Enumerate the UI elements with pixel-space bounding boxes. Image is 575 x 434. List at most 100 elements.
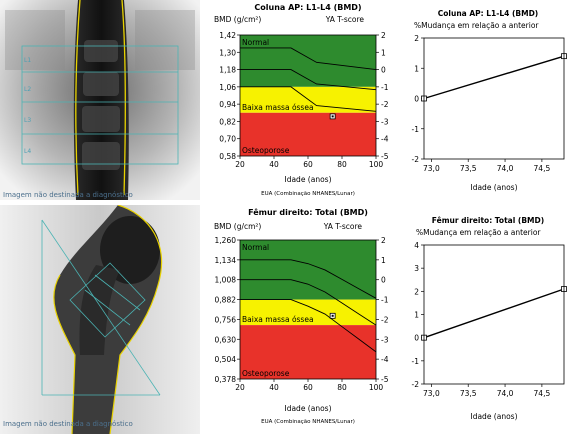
spine-reference-chart: Coluna AP: L1-L4 (BMD) BMD (g/cm²) YA T-… <box>214 3 389 197</box>
spine-scan-image: L1 L2 L3 L4 Imagem não destinada a diagn… <box>0 0 200 200</box>
y2-axis-label: YA T-score <box>325 15 365 24</box>
y-tick-label: 0 <box>414 95 419 104</box>
y2-tick-label: -3 <box>381 117 389 126</box>
x-tick-label: 40 <box>269 160 279 169</box>
chart-title: Fêmur direito: Total (BMD) <box>248 207 368 217</box>
y-tick-label: 3 <box>414 264 419 273</box>
chart-title: Coluna AP: L1-L4 (BMD) <box>254 3 361 12</box>
y-tick-label: 0,882 <box>215 296 237 305</box>
y-tick-label: 0,756 <box>215 315 237 324</box>
y-tick-label: 1,008 <box>215 276 237 285</box>
y2-tick-label: -4 <box>381 135 389 144</box>
reference-curve-2 <box>240 279 377 326</box>
y-tick-label: 4 <box>414 241 419 250</box>
y2-tick-label: 1 <box>381 48 386 57</box>
y-axis-label: BMD (g/cm²) <box>214 15 261 24</box>
y-tick-label: 1,30 <box>219 48 236 57</box>
spine-level-label: L4 <box>24 148 31 155</box>
spine-level-label: L3 <box>24 117 31 124</box>
zone-band-normal <box>240 240 376 300</box>
zone-band-osteoporosis <box>240 325 376 379</box>
y-tick-label: -2 <box>412 155 420 164</box>
y2-tick-label: -1 <box>381 83 389 92</box>
y-axis-label: %Mudança em relação a anterior <box>416 228 541 237</box>
reference-curve-2 <box>240 69 377 91</box>
x-axis-label: Idade (anos) <box>284 404 331 413</box>
y2-tick-label: 0 <box>381 276 386 285</box>
zone-band-osteoporosis <box>240 112 376 156</box>
reference-curve-3 <box>240 299 377 353</box>
spine-change-chart: Coluna AP: L1-L4 (BMD) %Mudança em relaç… <box>412 9 567 192</box>
reference-curve-3 <box>240 86 377 112</box>
y-tick-label: 0,82 <box>219 117 236 126</box>
zone-band-normal <box>240 35 376 87</box>
x-tick-label: 73,5 <box>460 389 477 398</box>
y-tick-label: 0 <box>414 334 419 343</box>
x-axis-label: Idade (anos) <box>470 412 517 421</box>
y-tick-label: 0,94 <box>219 100 236 109</box>
change-line <box>423 288 565 339</box>
spine-level-label: L2 <box>24 86 31 93</box>
y-axis-label: BMD (g/cm²) <box>214 222 261 231</box>
x-tick-label: 60 <box>303 160 313 169</box>
x-tick-label: 20 <box>235 160 245 169</box>
y-tick-label: -2 <box>412 380 420 389</box>
y-tick-label: 1,18 <box>219 66 236 75</box>
y-tick-label: 0,630 <box>215 335 237 344</box>
y-tick-label: 0,70 <box>219 135 236 144</box>
x-axis-label: Idade (anos) <box>470 183 517 192</box>
reference-curve-1 <box>240 259 377 299</box>
y2-tick-label: -4 <box>381 355 389 364</box>
x-tick-label: 80 <box>337 160 347 169</box>
y-tick-label: 2 <box>414 34 419 43</box>
chart-title: Fêmur direito: Total (BMD) <box>432 216 544 225</box>
y-tick-label: 1 <box>414 64 419 73</box>
chart-title: Coluna AP: L1-L4 (BMD) <box>438 9 538 18</box>
x-tick-label: 40 <box>269 383 279 392</box>
y-tick-label: 1,134 <box>215 256 237 265</box>
y-tick-label: 0,378 <box>215 375 237 384</box>
y2-tick-label: 0 <box>381 66 386 75</box>
y2-tick-label: -3 <box>381 335 389 344</box>
y2-axis-label: YA T-score <box>323 222 363 231</box>
y-tick-label: -1 <box>412 357 420 366</box>
y-tick-label: 0,58 <box>219 152 236 161</box>
femur-reference-chart: Fêmur direito: Total (BMD) BMD (g/cm²) Y… <box>214 207 389 425</box>
x-tick-label: 73,0 <box>423 389 440 398</box>
chart-footnote: EUA (Combinação NHANES/Lunar) <box>261 191 355 197</box>
x-tick-label: 100 <box>369 160 384 169</box>
y2-tick-label: 2 <box>381 31 386 40</box>
change-line <box>423 55 565 100</box>
zone-label-normal: Normal <box>242 243 269 252</box>
zone-label-low-bone-mass: Baixa massa óssea <box>242 315 314 324</box>
y-axis-label: %Mudança em relação a anterior <box>414 21 539 30</box>
x-axis-label: Idade (anos) <box>284 175 331 184</box>
spine-scan-graphic: L1 L2 L3 L4 <box>0 0 200 200</box>
x-tick-label: 20 <box>235 383 245 392</box>
y-tick-label: 0,504 <box>215 355 237 364</box>
zone-label-low-bone-mass: Baixa massa óssea <box>242 103 314 112</box>
x-tick-label: 80 <box>337 383 347 392</box>
zone-label-osteoporosis: Osteoporose <box>242 146 290 155</box>
y-tick-label: 1 <box>414 311 419 320</box>
plot-frame <box>423 37 565 160</box>
zone-label-osteoporosis: Osteoporose <box>242 369 290 378</box>
spine-level-labels: L1 L2 L3 L4 <box>24 57 31 155</box>
chart-footnote: EUA (Combinação NHANES/Lunar) <box>261 419 355 425</box>
y-tick-label: 1,06 <box>219 83 236 92</box>
femur-scan-graphic <box>0 205 200 434</box>
plot-frame <box>239 239 377 380</box>
plot-frame <box>423 244 565 385</box>
femur-scan-image: Imagem não destinada a diagnóstico <box>0 205 200 434</box>
y-tick-label: 1,260 <box>215 236 237 245</box>
y2-tick-label: 1 <box>381 256 386 265</box>
y2-tick-label: -5 <box>381 375 389 384</box>
x-tick-label: 74,5 <box>534 389 551 398</box>
x-tick-label: 74,5 <box>534 164 551 173</box>
zone-label-normal: Normal <box>242 38 269 47</box>
x-tick-label: 74,0 <box>497 164 514 173</box>
zone-band-osteopenia <box>240 299 376 326</box>
x-tick-label: 74,0 <box>497 389 514 398</box>
y2-tick-label: -1 <box>381 296 389 305</box>
y-tick-label: 1,42 <box>219 31 236 40</box>
